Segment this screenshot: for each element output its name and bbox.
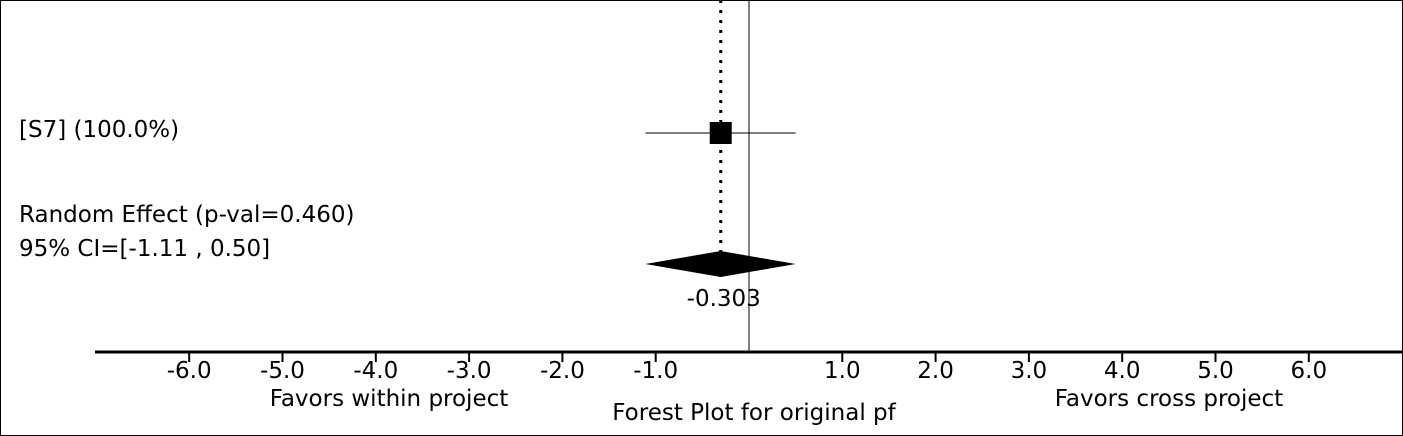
- study-label: [S7] (100.0%): [19, 117, 179, 143]
- x-tick-label: -2.0: [540, 358, 585, 384]
- summary-estimate-label: -0.303: [687, 286, 761, 312]
- x-tick-label: -3.0: [447, 358, 492, 384]
- x-tick-label: 5.0: [1197, 358, 1234, 384]
- summary-ci-label: 95% CI=[-1.11 , 0.50]: [19, 236, 270, 262]
- x-tick-label: -5.0: [260, 358, 305, 384]
- x-tick-label: -6.0: [167, 358, 212, 384]
- left-favor-label: Favors within project: [270, 386, 509, 412]
- x-tick-label: 1.0: [824, 358, 861, 384]
- x-tick-label: 6.0: [1291, 358, 1328, 384]
- right-favor-label: Favors cross project: [1055, 386, 1283, 412]
- x-tick-label: 4.0: [1104, 358, 1141, 384]
- x-tick-label: -4.0: [353, 358, 398, 384]
- x-tick-label: 3.0: [1011, 358, 1048, 384]
- summary-diamond: [645, 251, 796, 277]
- x-tick-label: -1.0: [633, 358, 678, 384]
- study-estimate-marker: [709, 122, 732, 144]
- chart-title: Forest Plot for original pf: [612, 400, 896, 426]
- summary-label: Random Effect (p-val=0.460): [19, 202, 354, 228]
- x-tick-label: 2.0: [917, 358, 954, 384]
- x-axis-ticks: -6.0 -5.0 -4.0 -3.0 -2.0 -1.0 1.0 2.0 3.0 4.0 5.0 6…: [167, 352, 1327, 384]
